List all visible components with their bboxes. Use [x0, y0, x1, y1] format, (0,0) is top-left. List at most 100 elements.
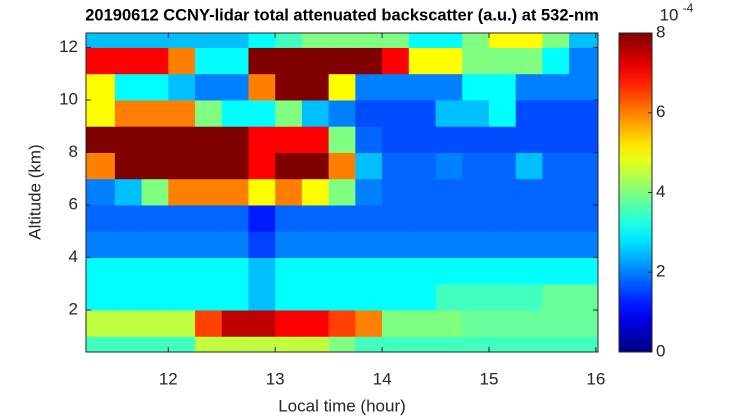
heatmap-cell: [462, 336, 490, 353]
heatmap-cell: [221, 47, 249, 75]
heatmap-cell: [435, 336, 463, 353]
heatmap-cell: [569, 204, 599, 232]
heatmap-cell: [462, 231, 490, 258]
heatmap-cell: [195, 126, 223, 153]
heatmap-cell: [248, 309, 276, 337]
x-tick-label: 12: [159, 369, 178, 388]
heatmap-cell: [462, 283, 490, 311]
heatmap-cell: [355, 73, 383, 101]
heatmap-cell: [168, 126, 196, 153]
heatmap-cell: [141, 126, 169, 153]
heatmap-cell: [141, 204, 169, 232]
heatmap-cell: [328, 231, 356, 258]
heatmap-cell: [248, 33, 276, 48]
heatmap-cell: [275, 99, 303, 127]
heatmap-cell: [355, 231, 383, 258]
heatmap-cell: [462, 99, 490, 127]
heatmap-cell: [569, 99, 599, 127]
heatmap-cell: [569, 257, 599, 285]
heatmap-cell: [168, 231, 196, 258]
heatmap-cell: [221, 309, 249, 337]
heatmap-cell: [382, 126, 410, 153]
heatmap-cell: [462, 126, 490, 153]
heatmap-cell: [328, 257, 356, 285]
heatmap-cell: [301, 204, 330, 232]
heatmap-cell: [542, 99, 570, 127]
heatmap-cell: [515, 33, 543, 48]
heatmap-cell: [248, 152, 276, 180]
heatmap-cell: [542, 126, 570, 153]
heatmap-cell: [488, 178, 517, 206]
heatmap-cell: [382, 47, 410, 75]
heatmap-cell: [141, 99, 169, 127]
heatmap-cell: [248, 231, 276, 258]
colorbar-tick-label: 0: [656, 341, 665, 360]
heatmap-cell: [114, 204, 143, 232]
heatmap-cell: [168, 178, 196, 206]
heatmap-cell: [355, 257, 383, 285]
heatmap-cell: [435, 309, 463, 337]
heatmap-cell: [141, 152, 169, 180]
heatmap-cell: [462, 204, 490, 232]
heatmap-cell: [195, 283, 223, 311]
y-tick-label: 8: [69, 142, 78, 161]
heatmap-cell: [195, 336, 223, 353]
heatmap-cell: [382, 309, 410, 337]
heatmap-cell: [86, 47, 116, 75]
heatmap-cell: [275, 309, 303, 337]
heatmap-cell: [86, 126, 116, 153]
heatmap-cell: [168, 47, 196, 75]
heatmap-cell: [569, 283, 599, 311]
heatmap-cell: [86, 33, 116, 48]
colorbar: [618, 32, 653, 353]
heatmap-cell: [141, 231, 169, 258]
heatmap-cell: [195, 152, 223, 180]
heatmap-cell: [301, 309, 330, 337]
heatmap-cell: [435, 99, 463, 127]
heatmap-cell: [408, 99, 437, 127]
heatmap-cell: [488, 257, 517, 285]
heatmap-cell: [141, 283, 169, 311]
heatmap-cell: [248, 204, 276, 232]
heatmap-cell: [515, 73, 543, 101]
heatmap-cell: [168, 257, 196, 285]
plot-frame: [85, 32, 599, 353]
heatmap-cell: [114, 283, 143, 311]
heatmap-cell: [569, 47, 599, 75]
heatmap-cell: [435, 257, 463, 285]
heatmap-cell: [168, 33, 196, 48]
heatmap-cell: [248, 47, 276, 75]
heatmap-cell: [408, 73, 437, 101]
heatmap-cell: [301, 73, 330, 101]
heatmap-cell: [408, 204, 437, 232]
heatmap-cell: [114, 152, 143, 180]
heatmap-cell: [542, 309, 570, 337]
heatmap-cell: [195, 204, 223, 232]
heatmap-cell: [462, 73, 490, 101]
heatmap-cell: [542, 283, 570, 311]
heatmap-cell: [168, 204, 196, 232]
heatmap-cell: [408, 47, 437, 75]
heatmap-cell: [248, 178, 276, 206]
heatmap-cell: [355, 126, 383, 153]
colorbar-exponent: -4: [683, 1, 694, 15]
heatmap-cell: [435, 283, 463, 311]
heatmap-cell: [355, 336, 383, 353]
heatmap-cell: [328, 99, 356, 127]
heatmap-cell: [168, 309, 196, 337]
heatmap-cell: [355, 283, 383, 311]
heatmap-cell: [221, 126, 249, 153]
heatmap-cell: [328, 126, 356, 153]
heatmap-cell: [569, 73, 599, 101]
heatmap-cell: [382, 33, 410, 48]
chart-title: 20190612 CCNY-lidar total attenuated bac…: [85, 6, 599, 24]
heatmap-cell: [569, 336, 599, 353]
heatmap-cell: [195, 47, 223, 75]
heatmap-cell: [86, 283, 116, 311]
heatmap-cell: [488, 47, 517, 75]
heatmap-cell: [275, 73, 303, 101]
heatmap-cell: [488, 33, 517, 48]
heatmap-cell: [382, 257, 410, 285]
heatmap-cell: [435, 152, 463, 180]
heatmap-cell: [195, 73, 223, 101]
